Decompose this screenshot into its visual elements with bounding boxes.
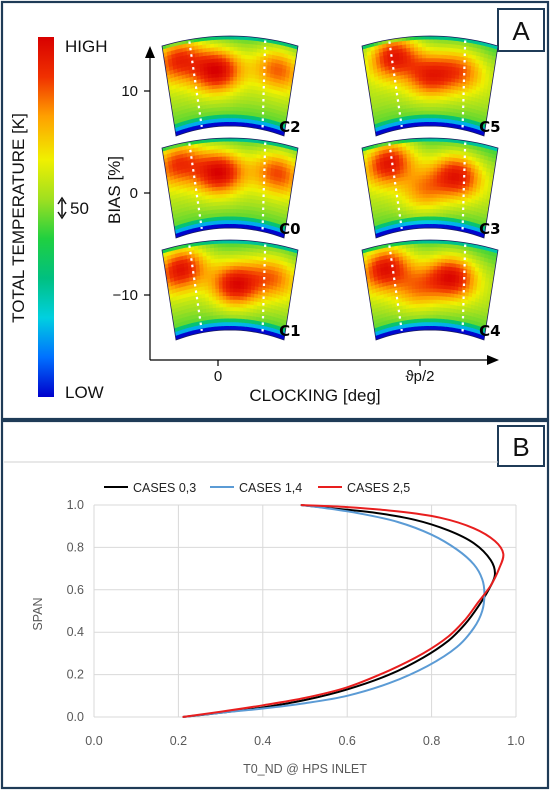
ytick-b-label: 1.0	[67, 498, 84, 512]
xtick-b-label: 0.2	[170, 734, 187, 748]
panel-a-tag-box	[497, 8, 545, 52]
colorbar-title: TOTAL TEMPERATURE [K]	[9, 113, 28, 323]
xtick-a-label: ϑp/2	[405, 368, 434, 385]
series-line-cases-2-5	[182, 504, 505, 718]
colorbar	[38, 37, 54, 397]
xtick-b-label: 0.8	[423, 734, 440, 748]
colorbar-scale-label: 50	[70, 199, 89, 218]
panel-b-tag: B	[512, 432, 529, 462]
case-label-c1: C1	[279, 322, 300, 340]
axis-b-y-title: SPAN	[31, 597, 45, 630]
axis-a-x-title: CLOCKING [deg]	[249, 386, 380, 405]
case-label-c0: C0	[279, 220, 300, 238]
sector-group: C2 C0 C1 C5 C3 C4	[161, 35, 501, 341]
blade-edge-line	[188, 41, 203, 128]
panel-a: A HIGH LOW TOTAL TEMPERATURE [K] 50 10 0…	[0, 0, 550, 421]
blade-edge-line	[461, 244, 467, 332]
sector-field	[162, 138, 298, 238]
blade-edge-line	[461, 142, 467, 230]
sector-outline	[361, 137, 499, 239]
legend-label-cases-1-4: CASES 1,4	[239, 481, 302, 495]
line-chart: 0.0 0.2 0.4 0.6 0.8 1.0 0.0 0.2 0.4 0.6 0.8 1.0	[67, 498, 525, 748]
blade-edge-line	[388, 41, 403, 128]
ytick-b-label: 0.2	[67, 668, 84, 682]
colorbar-high-label: HIGH	[65, 37, 108, 56]
axis-b-x-title: T0_ND @ HPS INLET	[243, 762, 367, 776]
blade-edge-line	[388, 143, 403, 230]
sector-c5: C5	[361, 35, 501, 137]
ytick-a-label: 10	[121, 83, 138, 100]
sector-field	[362, 138, 498, 238]
series-line-cases-0-3	[182, 504, 496, 718]
axis-a-x-arrow-icon	[487, 355, 499, 365]
legend: CASES 0,3 CASES 1,4 CASES 2,5	[104, 481, 410, 495]
blade-edge-line	[188, 143, 203, 230]
sector-outline	[361, 35, 499, 137]
sector-outline	[361, 239, 499, 341]
axis-a-y-arrow-icon	[145, 46, 155, 58]
blade-edge-line	[188, 245, 203, 332]
xtick-a-label: 0	[214, 368, 222, 385]
sector-c4: C4	[361, 239, 501, 341]
legend-label-cases-2-5: CASES 2,5	[347, 481, 410, 495]
sector-field	[362, 36, 498, 136]
ytick-b-label: 0.8	[67, 540, 84, 554]
case-label-c2: C2	[279, 118, 300, 136]
series-line-cases-1-4	[182, 504, 486, 718]
sector-c1: C1	[161, 239, 301, 341]
ytick-b-label: 0.0	[67, 710, 84, 724]
ytick-a-label: 0	[130, 185, 138, 202]
case-label-c5: C5	[479, 118, 500, 136]
sector-c3: C3	[361, 137, 501, 239]
axis-a-y-title: BIAS [%]	[105, 156, 124, 224]
blade-edge-line	[261, 40, 267, 128]
panel-b: B 0.0 0.2 0.4 0.6 0.8 1.0 0.0 0.2 0.4 0.6 0.8 1.0 T…	[0, 419, 550, 790]
sector-c0: C0	[161, 137, 301, 239]
xtick-b-label: 0.6	[339, 734, 356, 748]
case-label-c4: C4	[479, 322, 500, 340]
blade-edge-line	[261, 244, 267, 332]
sector-c2: C2	[161, 35, 301, 137]
colorbar-scale-arrow-icon	[57, 196, 67, 220]
sector-outline	[161, 239, 299, 341]
ytick-b-label: 0.6	[67, 583, 84, 597]
panel-b-border	[0, 419, 550, 790]
sector-outline	[161, 137, 299, 239]
ytick-a-label: −10	[113, 287, 138, 304]
xtick-b-label: 1.0	[507, 734, 524, 748]
blade-edge-line	[461, 40, 467, 128]
ytick-b-label: 0.4	[67, 625, 84, 639]
sector-field	[362, 240, 498, 340]
sector-outline	[161, 35, 299, 137]
xtick-b-label: 0.0	[85, 734, 102, 748]
panel-a-border	[0, 0, 550, 421]
xtick-b-label: 0.4	[254, 734, 271, 748]
sector-field	[162, 240, 298, 340]
blade-edge-line	[388, 245, 403, 332]
blade-edge-line	[261, 142, 267, 230]
colorbar-low-label: LOW	[65, 383, 104, 402]
legend-label-cases-0-3: CASES 0,3	[133, 481, 196, 495]
sector-field	[162, 36, 298, 136]
case-label-c3: C3	[479, 220, 500, 238]
panel-b-tag-box	[497, 425, 545, 467]
panel-a-tag: A	[512, 16, 530, 46]
